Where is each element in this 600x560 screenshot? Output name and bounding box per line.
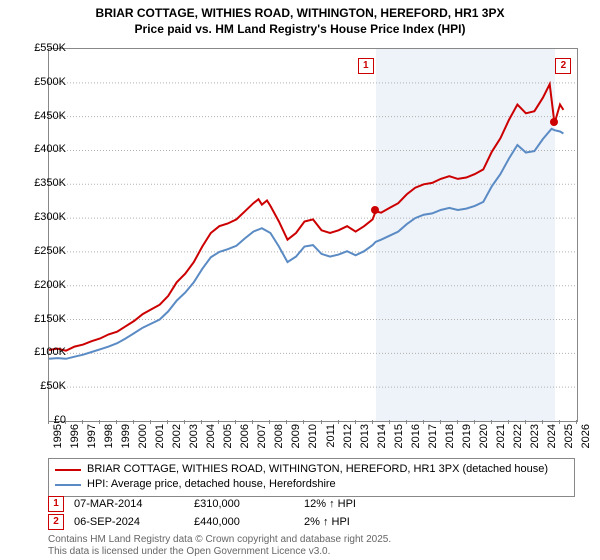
sales-row-2: 2 06-SEP-2024 £440,000 2% ↑ HPI	[48, 513, 576, 531]
footer-line1: Contains HM Land Registry data © Crown c…	[48, 534, 391, 546]
footer-line2: This data is licensed under the Open Gov…	[48, 546, 391, 558]
x-tick-label: 2006	[239, 424, 251, 456]
legend-label-hpi: HPI: Average price, detached house, Here…	[87, 477, 336, 492]
y-tick-label: £200K	[22, 279, 66, 291]
sale-marker-dot	[550, 118, 558, 126]
x-tick-label: 2023	[529, 424, 541, 456]
y-tick-label: £250K	[22, 245, 66, 257]
legend-row-price: BRIAR COTTAGE, WITHIES ROAD, WITHINGTON,…	[55, 462, 568, 477]
y-tick-label: £450K	[22, 110, 66, 122]
legend-swatch-price	[55, 469, 81, 471]
x-tick-label: 2020	[478, 424, 490, 456]
x-tick-label: 1998	[103, 424, 115, 456]
x-tick-label: 2005	[222, 424, 234, 456]
x-tick-label: 2018	[444, 424, 456, 456]
x-tick-label: 2017	[427, 424, 439, 456]
sales-row-1: 1 07-MAR-2014 £310,000 12% ↑ HPI	[48, 495, 576, 513]
y-tick-label: £50K	[22, 380, 66, 392]
x-tick-label: 2010	[307, 424, 319, 456]
sales-marker-2: 2	[48, 514, 64, 530]
sale-marker-box: 2	[555, 58, 571, 74]
sales-date-2: 06-SEP-2024	[74, 516, 184, 528]
chart-container: BRIAR COTTAGE, WITHIES ROAD, WITHINGTON,…	[0, 0, 600, 560]
x-tick-label: 2007	[256, 424, 268, 456]
x-tick-label: 2021	[495, 424, 507, 456]
sales-date-1: 07-MAR-2014	[74, 498, 184, 510]
x-tick-label: 2001	[154, 424, 166, 456]
sales-pct-2: 2% ↑ HPI	[304, 516, 404, 528]
x-tick-label: 1997	[86, 424, 98, 456]
x-tick-label: 2012	[342, 424, 354, 456]
x-tick-label: 1999	[120, 424, 132, 456]
x-tick-label: 2014	[376, 424, 388, 456]
sales-price-1: £310,000	[194, 498, 294, 510]
x-tick-label: 2011	[325, 424, 337, 456]
x-tick-label: 2004	[205, 424, 217, 456]
x-tick-label: 1996	[69, 424, 81, 456]
x-tick-label: 2025	[563, 424, 575, 456]
y-tick-label: £300K	[22, 211, 66, 223]
legend: BRIAR COTTAGE, WITHIES ROAD, WITHINGTON,…	[48, 458, 575, 497]
legend-label-price: BRIAR COTTAGE, WITHIES ROAD, WITHINGTON,…	[87, 462, 548, 477]
sale-marker-dot	[371, 206, 379, 214]
y-tick-label: £150K	[22, 313, 66, 325]
sales-price-2: £440,000	[194, 516, 294, 528]
x-tick-label: 2026	[580, 424, 592, 456]
title-line1: BRIAR COTTAGE, WITHIES ROAD, WITHINGTON,…	[0, 6, 600, 22]
sale-marker-box: 1	[358, 58, 374, 74]
sales-marker-1: 1	[48, 496, 64, 512]
x-tick-label: 2022	[512, 424, 524, 456]
chart-title: BRIAR COTTAGE, WITHIES ROAD, WITHINGTON,…	[0, 0, 600, 37]
title-line2: Price paid vs. HM Land Registry's House …	[0, 22, 600, 38]
x-tick-label: 2000	[137, 424, 149, 456]
y-tick-label: £500K	[22, 76, 66, 88]
legend-swatch-hpi	[55, 484, 81, 486]
x-tick-label: 2015	[393, 424, 405, 456]
x-tick-label: 2013	[359, 424, 371, 456]
series-price-paid	[49, 84, 563, 351]
x-tick-label: 2024	[546, 424, 558, 456]
plot-area	[48, 48, 578, 422]
x-tick-label: 2008	[273, 424, 285, 456]
legend-row-hpi: HPI: Average price, detached house, Here…	[55, 477, 568, 492]
x-tick-label: 2009	[290, 424, 302, 456]
y-tick-label: £550K	[22, 42, 66, 54]
footer: Contains HM Land Registry data © Crown c…	[48, 534, 391, 558]
y-tick-label: £100K	[22, 346, 66, 358]
chart-lines-svg	[49, 49, 577, 421]
x-tick-label: 1995	[52, 424, 64, 456]
x-tick-label: 2016	[410, 424, 422, 456]
y-tick-label: £350K	[22, 177, 66, 189]
sales-pct-1: 12% ↑ HPI	[304, 498, 404, 510]
x-tick-label: 2019	[461, 424, 473, 456]
x-tick-label: 2002	[171, 424, 183, 456]
y-tick-label: £400K	[22, 143, 66, 155]
sales-table: 1 07-MAR-2014 £310,000 12% ↑ HPI 2 06-SE…	[48, 495, 576, 531]
x-tick-label: 2003	[188, 424, 200, 456]
